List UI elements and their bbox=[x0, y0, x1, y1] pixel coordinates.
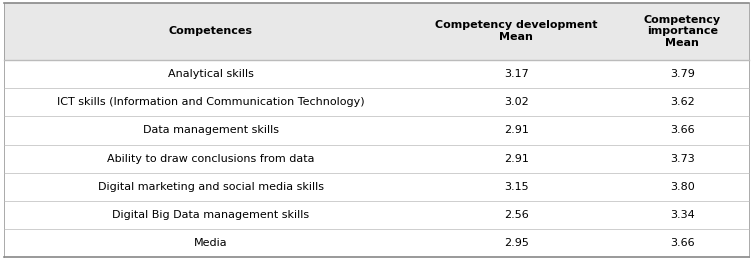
Bar bbox=[4, 173, 749, 201]
Text: Competency
importance
Mean: Competency importance Mean bbox=[644, 15, 721, 48]
Text: 3.80: 3.80 bbox=[669, 182, 694, 192]
Bar bbox=[4, 88, 749, 116]
Text: Data management skills: Data management skills bbox=[142, 126, 279, 135]
Bar bbox=[4, 3, 749, 60]
Text: 3.34: 3.34 bbox=[669, 210, 694, 220]
Text: Competences: Competences bbox=[169, 26, 253, 36]
Text: 3.66: 3.66 bbox=[670, 238, 694, 248]
Bar bbox=[4, 145, 749, 173]
Text: 3.73: 3.73 bbox=[669, 154, 694, 164]
Text: 2.95: 2.95 bbox=[504, 238, 529, 248]
Text: 3.15: 3.15 bbox=[504, 182, 529, 192]
Text: Digital Big Data management skills: Digital Big Data management skills bbox=[112, 210, 309, 220]
Text: 3.17: 3.17 bbox=[504, 69, 529, 79]
Bar bbox=[4, 60, 749, 88]
Text: ICT skills (Information and Communication Technology): ICT skills (Information and Communicatio… bbox=[56, 97, 364, 107]
Text: 3.79: 3.79 bbox=[669, 69, 694, 79]
Text: Ability to draw conclusions from data: Ability to draw conclusions from data bbox=[107, 154, 315, 164]
Text: 2.91: 2.91 bbox=[504, 126, 529, 135]
Bar bbox=[4, 116, 749, 145]
Bar bbox=[4, 229, 749, 257]
Text: Competency development
Mean: Competency development Mean bbox=[435, 21, 598, 42]
Text: 2.56: 2.56 bbox=[504, 210, 529, 220]
Text: Analytical skills: Analytical skills bbox=[168, 69, 254, 79]
Text: Media: Media bbox=[194, 238, 227, 248]
Text: Digital marketing and social media skills: Digital marketing and social media skill… bbox=[98, 182, 324, 192]
Text: 3.62: 3.62 bbox=[669, 97, 694, 107]
Text: 2.91: 2.91 bbox=[504, 154, 529, 164]
Text: 3.66: 3.66 bbox=[670, 126, 694, 135]
Text: 3.02: 3.02 bbox=[504, 97, 529, 107]
Bar bbox=[4, 201, 749, 229]
